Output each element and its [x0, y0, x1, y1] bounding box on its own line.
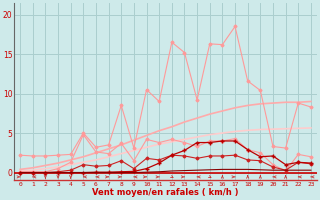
X-axis label: Vent moyen/en rafales ( km/h ): Vent moyen/en rafales ( km/h )	[92, 188, 239, 197]
